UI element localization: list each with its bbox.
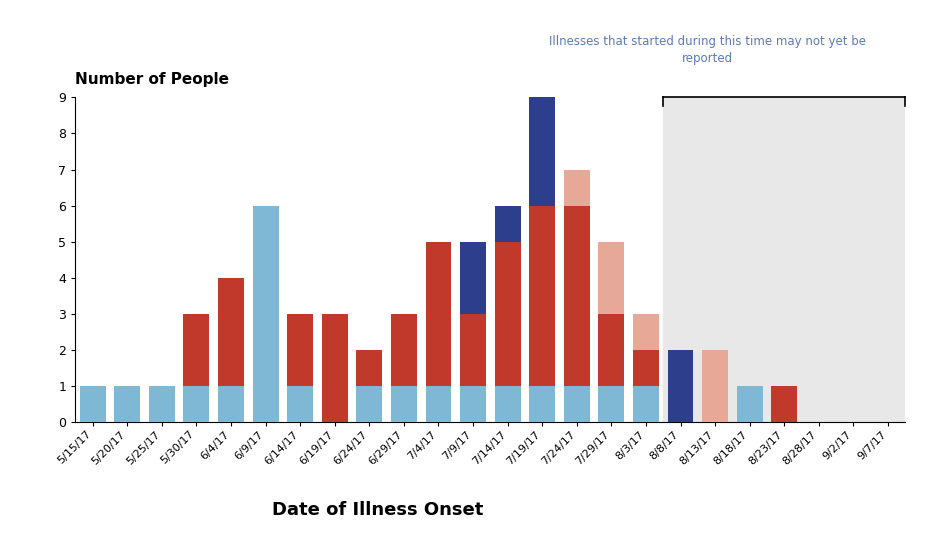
Bar bbox=[460, 314, 486, 386]
Bar bbox=[564, 386, 589, 422]
Bar bbox=[633, 350, 659, 386]
Bar bbox=[391, 314, 417, 386]
Bar bbox=[599, 314, 624, 386]
Text: Illnesses that started during this time may not yet be
reported: Illnesses that started during this time … bbox=[549, 35, 866, 65]
Bar bbox=[425, 386, 452, 422]
Bar bbox=[288, 386, 313, 422]
Bar bbox=[114, 386, 141, 422]
Bar bbox=[356, 350, 382, 386]
Bar bbox=[184, 386, 209, 422]
Text: Date of Illness Onset: Date of Illness Onset bbox=[272, 502, 483, 519]
Bar bbox=[149, 386, 174, 422]
Bar bbox=[736, 386, 763, 422]
Bar bbox=[564, 169, 589, 206]
Bar bbox=[495, 242, 521, 386]
Bar bbox=[633, 386, 659, 422]
Bar bbox=[253, 206, 278, 422]
Bar bbox=[218, 386, 244, 422]
Bar bbox=[356, 386, 382, 422]
Bar bbox=[529, 206, 555, 386]
Bar bbox=[529, 386, 555, 422]
Bar bbox=[425, 242, 452, 386]
Bar bbox=[391, 386, 417, 422]
Bar bbox=[322, 314, 348, 422]
Bar bbox=[288, 314, 313, 386]
Bar bbox=[218, 278, 244, 386]
Bar bbox=[460, 242, 486, 314]
Bar bbox=[633, 314, 659, 350]
Bar bbox=[771, 386, 797, 422]
Bar bbox=[460, 386, 486, 422]
Bar bbox=[599, 386, 624, 422]
Bar bbox=[495, 206, 521, 242]
Bar bbox=[599, 242, 624, 314]
Bar bbox=[668, 350, 693, 422]
Bar bbox=[184, 314, 209, 386]
Bar bbox=[495, 386, 521, 422]
Bar bbox=[703, 350, 728, 422]
Bar bbox=[663, 97, 905, 422]
Bar bbox=[80, 386, 106, 422]
Bar bbox=[564, 206, 589, 386]
Bar bbox=[529, 25, 555, 206]
Text: Number of People: Number of People bbox=[75, 71, 229, 87]
